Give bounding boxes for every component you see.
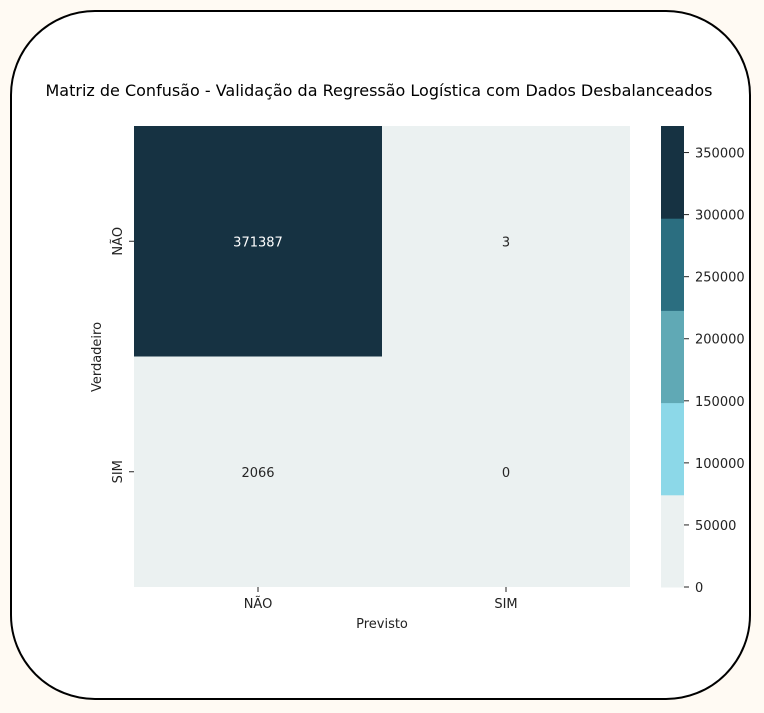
heatmap-cell bbox=[134, 356, 382, 587]
colorbar-tick-label: 350000 bbox=[695, 147, 745, 162]
x-tick-label: NÃO bbox=[244, 596, 273, 612]
y-tick-label: SIM bbox=[111, 460, 126, 483]
y-tick-label: NÃO bbox=[110, 227, 126, 256]
colorbar-segment bbox=[661, 218, 684, 311]
cell-value-label: 3 bbox=[502, 235, 510, 250]
y-axis-label: Verdadeiro bbox=[90, 322, 105, 392]
colorbar bbox=[661, 126, 684, 588]
colorbar-tick-label: 150000 bbox=[695, 395, 745, 410]
colorbar-tick-label: 0 bbox=[695, 581, 703, 596]
x-axis-label: Previsto bbox=[356, 617, 408, 632]
colorbar-segment bbox=[661, 402, 684, 496]
cell-value-label: 371387 bbox=[233, 235, 283, 250]
x-axis-ticks: NÃO SIM bbox=[244, 587, 518, 612]
y-axis-ticks: NÃO SIM bbox=[110, 227, 134, 483]
cell-value-label: 2066 bbox=[241, 466, 274, 481]
colorbar-segment bbox=[661, 310, 684, 404]
chart-title: Matriz de Confusão - Validação da Regres… bbox=[45, 81, 712, 100]
colorbar-tick-label: 300000 bbox=[695, 209, 745, 224]
colorbar-tick-label: 200000 bbox=[695, 333, 745, 348]
x-tick-label: SIM bbox=[494, 597, 517, 612]
colorbar-tick-label: 50000 bbox=[695, 519, 736, 534]
colorbar-ticks: 0 50000 100000 150000 200000 250000 300000 3500… bbox=[684, 147, 745, 596]
colorbar-segment bbox=[661, 494, 684, 588]
heatmap-cells: 371387 3 2066 0 bbox=[134, 126, 630, 587]
colorbar-segment bbox=[661, 126, 684, 219]
heatmap-cell bbox=[382, 126, 630, 357]
colorbar-tick-label: 250000 bbox=[695, 271, 745, 286]
heatmap-cell bbox=[382, 356, 630, 587]
heatmap-cell bbox=[134, 126, 382, 357]
cell-value-label: 0 bbox=[502, 466, 510, 481]
colorbar-tick-label: 100000 bbox=[695, 457, 745, 472]
